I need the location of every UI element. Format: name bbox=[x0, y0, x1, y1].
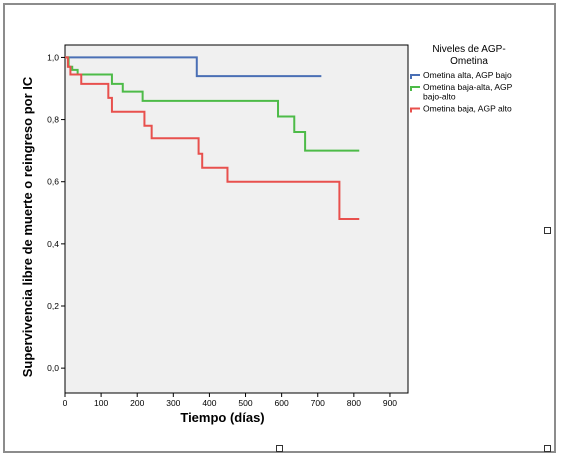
legend-label-1: Ometina alta, AGP bajo bbox=[423, 70, 512, 80]
resize-handle-bottom[interactable] bbox=[276, 445, 283, 452]
y-tick-label: 1,0 bbox=[47, 52, 59, 62]
legend-swatch-1 bbox=[410, 74, 420, 79]
x-tick-label: 0 bbox=[63, 398, 68, 408]
x-tick-label: 800 bbox=[347, 398, 361, 408]
legend-swatch-3 bbox=[410, 107, 420, 113]
series-line-1 bbox=[65, 56, 322, 78]
x-axis-title: Tiempo (días) bbox=[180, 410, 264, 425]
resize-handle-corner[interactable] bbox=[544, 445, 551, 452]
x-tick-label: 200 bbox=[130, 398, 144, 408]
resize-handle-right[interactable] bbox=[544, 227, 551, 234]
legend-label-2: bajo-alto bbox=[423, 92, 456, 102]
y-tick-label: 0,8 bbox=[47, 115, 59, 125]
series-line-2 bbox=[65, 56, 360, 152]
y-tick-label: 0,4 bbox=[47, 239, 59, 249]
x-tick-label: 500 bbox=[238, 398, 252, 408]
legend-title: Ometina bbox=[450, 56, 488, 67]
x-tick-label: 600 bbox=[275, 398, 289, 408]
y-tick-label: 0,6 bbox=[47, 177, 59, 187]
x-tick-label: 700 bbox=[311, 398, 325, 408]
y-tick-label: 0,0 bbox=[47, 363, 59, 373]
series-line-3 bbox=[65, 56, 360, 220]
legend-swatch-2 bbox=[410, 86, 420, 91]
x-tick-label: 300 bbox=[166, 398, 180, 408]
y-tick-label: 0,2 bbox=[47, 301, 59, 311]
x-tick-label: 400 bbox=[202, 398, 216, 408]
legend-title: Niveles de AGP- bbox=[432, 44, 505, 55]
legend-label-2: Ometina baja-alta, AGP bbox=[423, 82, 513, 92]
legend-label-3: Ometina baja, AGP alto bbox=[423, 104, 512, 114]
x-tick-label: 900 bbox=[383, 398, 397, 408]
y-axis-title: Supervivencia libre de muerte o reingres… bbox=[20, 76, 35, 377]
x-tick-label: 100 bbox=[94, 398, 108, 408]
